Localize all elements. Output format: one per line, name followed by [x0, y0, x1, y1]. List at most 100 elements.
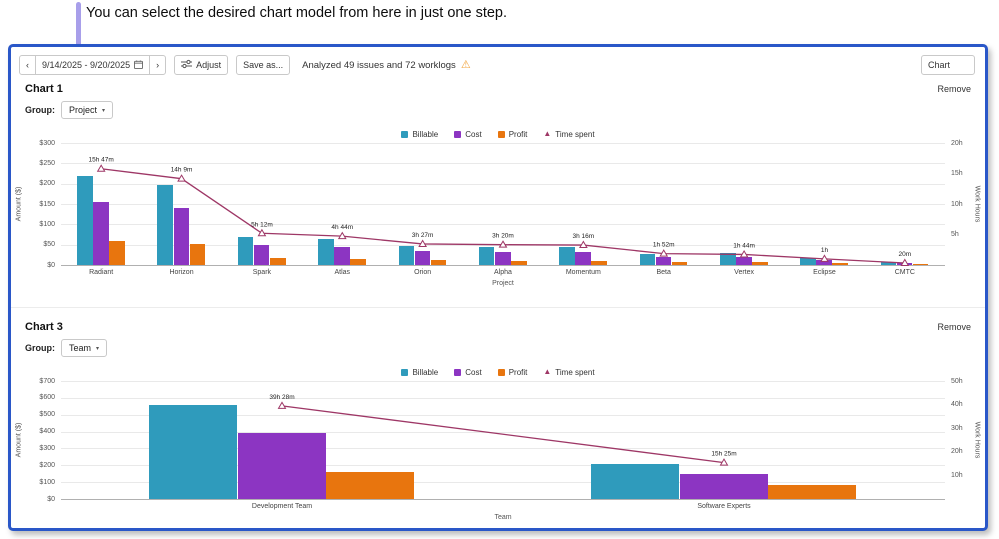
prev-period-button[interactable]: ‹: [19, 55, 36, 75]
x-tick-label: Radiant: [89, 269, 114, 276]
x-tick-label: CMTC: [894, 269, 915, 276]
next-period-button[interactable]: ›: [149, 55, 167, 75]
bar-profit: [511, 260, 527, 265]
y-tick-label-left: $300: [39, 139, 55, 147]
y-tick-label-left: $500: [39, 411, 55, 419]
legend-item-time-spent[interactable]: ▲ Time spent: [543, 130, 594, 139]
group-select-value: Project: [69, 105, 98, 115]
group-select-project[interactable]: Project ▾: [61, 101, 114, 119]
bar-profit: [430, 260, 447, 265]
y-tick-label-left: $150: [39, 200, 55, 208]
section-header: Chart 1 Remove: [11, 83, 985, 95]
save-as-label: Save as...: [243, 60, 284, 70]
legend-label: Profit: [508, 367, 528, 377]
legend-label: Billable: [412, 129, 439, 139]
legend-item-cost[interactable]: Cost: [454, 129, 482, 139]
legend-label: Cost: [465, 129, 482, 139]
bar-billable: [318, 238, 334, 265]
bar-profit: [189, 243, 206, 265]
bar-profit: [912, 264, 929, 265]
chart-section-3: Chart 3 Remove Group: Team ▾ Billable Cos…: [11, 307, 985, 527]
group-select-value: Team: [69, 343, 92, 353]
analysis-summary: Analyzed 49 issues and 72 worklogs ⚠: [302, 58, 471, 71]
chart-legend: Billable Cost Profit ▲ Time spent: [11, 128, 985, 140]
svg-text:14h 9m: 14h 9m: [171, 167, 193, 174]
square-marker-icon: [401, 130, 409, 138]
y-tick-label-right: 10h: [951, 471, 963, 479]
bar-billable: [800, 258, 816, 265]
sliders-icon: [181, 59, 193, 71]
section-title: Chart 3: [25, 321, 63, 333]
legend-item-billable[interactable]: Billable: [401, 368, 438, 377]
legend-item-profit[interactable]: Profit: [497, 367, 528, 377]
bar-profit: [671, 262, 688, 265]
date-range-display[interactable]: 9/14/2025 - 9/20/2025: [35, 55, 151, 75]
legend-item-time-spent[interactable]: ▲ Time spent: [543, 368, 594, 377]
bar-cost: [93, 201, 109, 265]
bar-profit: [109, 241, 125, 265]
y-tick-label-left: $0: [47, 261, 55, 269]
gridline: [61, 183, 945, 185]
y-tick-label-left: $200: [39, 461, 55, 469]
chart-type-select[interactable]: Chart: [921, 55, 975, 75]
bar-profit: [326, 472, 415, 499]
y-tick-label-left: $200: [39, 180, 55, 188]
adjust-button[interactable]: Adjust: [174, 55, 229, 75]
x-tick-label: Orion: [414, 269, 432, 276]
y-tick-label-left: $0: [47, 495, 55, 503]
bar-cost: [253, 245, 270, 265]
y-tick-label-right: 20h: [951, 139, 963, 147]
bar-cost: [575, 251, 591, 265]
bar-profit: [350, 258, 366, 265]
legend-item-billable[interactable]: Billable: [401, 130, 438, 139]
legend-label: Profit: [508, 129, 528, 139]
y-tick-label-left: $100: [39, 220, 55, 228]
gridline: [61, 163, 945, 165]
square-marker-icon: [401, 368, 409, 376]
remove-chart-button[interactable]: Remove: [937, 322, 971, 332]
bar-billable: [478, 247, 495, 265]
x-tick-label: Software Experts: [697, 503, 751, 510]
legend-label: Billable: [412, 367, 439, 377]
square-marker-icon: [454, 130, 462, 138]
bar-billable: [719, 253, 736, 265]
y-tick-label-right: 20h: [951, 448, 963, 456]
y-tick-label-right: 10h: [951, 200, 963, 208]
y-axis-title-right: Work Hours: [973, 185, 981, 223]
legend-item-profit[interactable]: Profit: [497, 129, 528, 139]
bar-billable: [157, 184, 173, 265]
gridline: [61, 482, 945, 484]
square-marker-icon: [454, 368, 462, 376]
chevron-down-icon: ▾: [96, 345, 100, 352]
y-axis-title-right: Work Hours: [973, 421, 981, 459]
y-tick-label-left: $100: [39, 478, 55, 486]
x-tick-label: Momentum: [565, 269, 601, 276]
combo-chart-team: Amount ($) Work Hours $0 $100 $200 $300 $400 $5…: [11, 377, 985, 527]
legend-item-cost[interactable]: Cost: [454, 368, 482, 377]
y-tick-label-right: 15h: [951, 170, 963, 177]
chart-section-1: Chart 1 Remove Group: Project ▾ Billable…: [11, 83, 985, 293]
gridline: [61, 224, 945, 226]
analysis-text: Analyzed 49 issues and 72 worklogs: [302, 59, 456, 71]
x-tick-label: Horizon: [169, 269, 194, 276]
x-axis-title: Project: [492, 280, 514, 287]
date-range-text: 9/14/2025 - 9/20/2025: [42, 60, 131, 70]
x-tick-label: Atlas: [334, 269, 351, 276]
group-select-team[interactable]: Team ▾: [61, 339, 108, 357]
x-tick-label: Alpha: [494, 269, 512, 276]
save-as-button[interactable]: Save as...: [236, 55, 291, 75]
bar-cost: [816, 260, 832, 265]
toolbar: ‹ 9/14/2025 - 9/20/2025 › Adjust Save as…: [11, 47, 985, 75]
remove-chart-button[interactable]: Remove: [937, 84, 971, 94]
chevron-down-icon: ▾: [102, 107, 106, 114]
bar-cost: [414, 251, 431, 265]
bar-profit: [752, 262, 768, 265]
y-tick-label-right: 30h: [951, 424, 963, 432]
warning-icon: ⚠: [460, 58, 471, 71]
group-label: Group:: [25, 343, 55, 353]
x-tick-label: Vertex: [734, 269, 755, 276]
y-tick-label-left: $700: [39, 377, 55, 385]
y-tick-label-left: $50: [43, 241, 55, 249]
svg-text:20m: 20m: [898, 251, 911, 258]
bar-billable: [639, 254, 656, 265]
